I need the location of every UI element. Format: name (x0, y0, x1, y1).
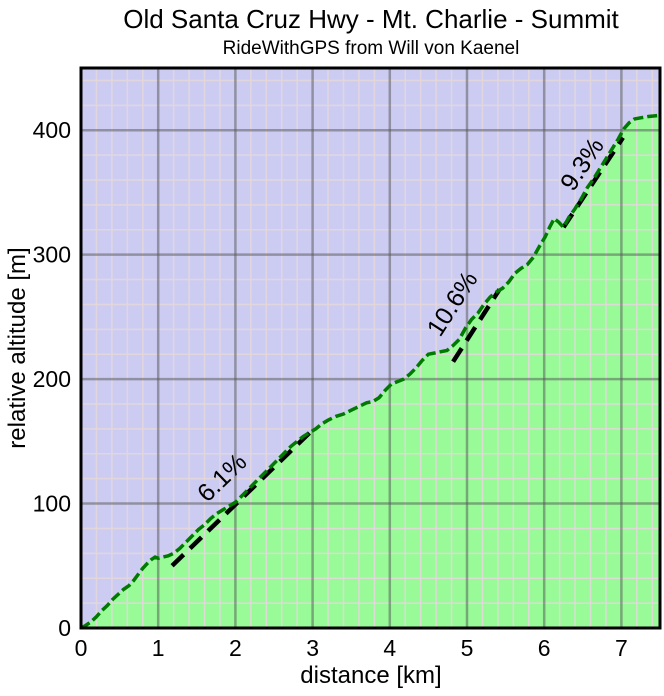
y-tick-label: 300 (33, 242, 71, 268)
gradient-line (170, 429, 313, 568)
gradient-line (451, 288, 502, 363)
x-tick-label: 1 (152, 635, 165, 661)
x-tick-label: 3 (306, 635, 319, 661)
chart-subtitle: RideWithGPS from Will von Kaenel (223, 38, 520, 59)
x-tick-label: 0 (75, 635, 88, 661)
x-axis-label: distance [km] (300, 662, 441, 689)
y-tick-label: 400 (33, 117, 71, 143)
gradient-line (561, 136, 625, 229)
elevation-profile-line (80, 113, 661, 630)
y-tick-label: 0 (58, 615, 71, 641)
chart-title: Old Santa Cruz Hwy - Mt. Charlie - Summi… (123, 4, 619, 34)
y-tick-label: 100 (33, 491, 71, 517)
x-tick-label: 5 (461, 635, 474, 661)
elevation-area-fill (81, 115, 660, 629)
x-tick-label: 4 (383, 635, 396, 661)
y-axis-label: relative altitude [m] (4, 247, 31, 448)
y-tick-label: 200 (33, 366, 71, 392)
x-tick-label: 6 (538, 635, 551, 661)
x-tick-label: 2 (229, 635, 242, 661)
x-tick-label: 7 (615, 635, 628, 661)
plot-frame (79, 66, 662, 630)
